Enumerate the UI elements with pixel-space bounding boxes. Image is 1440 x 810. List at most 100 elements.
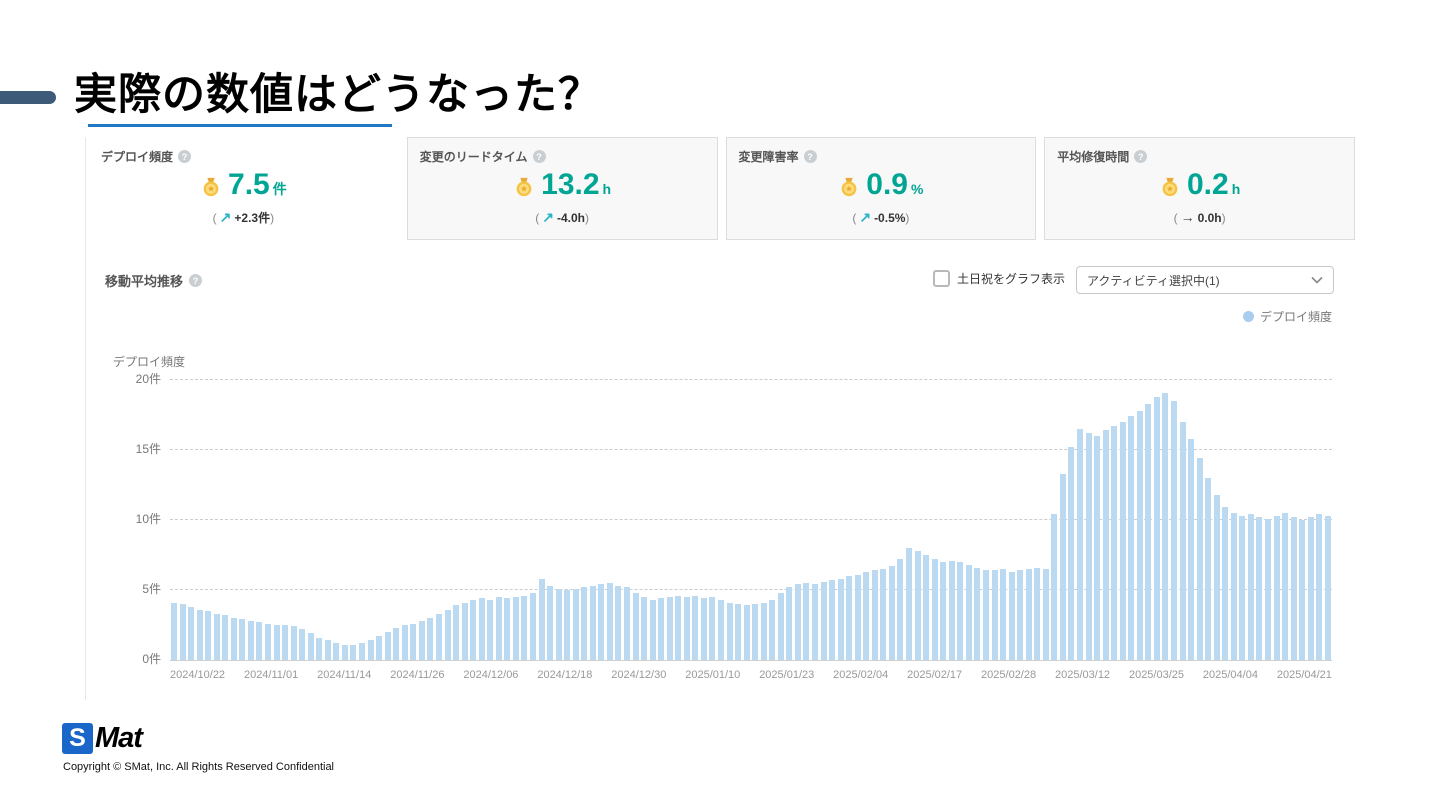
tab-mttr[interactable]: 平均修復時間 ? 0.2 h (→ 0.0h): [1044, 137, 1355, 240]
bar: [453, 605, 460, 660]
bar: [333, 643, 340, 660]
bar: [1008, 571, 1015, 660]
bar: [991, 570, 998, 660]
card-header: 平均修復時間 ?: [1057, 148, 1148, 165]
x-tick-label: 2024/10/22: [170, 669, 226, 681]
bar: [752, 604, 759, 660]
bar: [820, 581, 827, 660]
bar: [324, 640, 331, 660]
metric-cards-row: デプロイ頻度 ? 7.5 件 (↗ +2.3件) 変更のリードタイム ? 13.2 h…: [88, 137, 1355, 240]
delta-value: +2.3件: [234, 211, 271, 225]
bar: [256, 622, 263, 660]
trend-up-arrow-icon: ↗: [859, 209, 872, 225]
metric-unit: h: [602, 181, 612, 197]
x-tick-label: 2024/12/30: [611, 669, 667, 681]
x-tick-label: 2025/01/10: [685, 669, 741, 681]
y-tick-label: 0件: [142, 652, 161, 666]
help-icon[interactable]: ?: [803, 150, 817, 163]
trend-flat-arrow-icon: →: [1180, 209, 1195, 225]
tab-change-failure-rate[interactable]: 変更障害率 ? 0.9% (↗ -0.5%): [725, 137, 1037, 240]
x-tick-label: 2024/12/18: [537, 669, 593, 681]
weekend-toggle-group: 土日祝をグラフ表示: [933, 270, 1065, 287]
bar: [555, 588, 562, 660]
bar: [273, 625, 280, 660]
bar: [239, 619, 246, 660]
bar: [906, 548, 913, 660]
bar: [982, 570, 989, 660]
bar: [1128, 416, 1135, 660]
metric-unit: h: [1231, 181, 1241, 197]
bar: [265, 623, 272, 660]
bar: [1145, 403, 1152, 660]
bar: [812, 584, 819, 660]
weekend-checkbox-label: 土日祝をグラフ表示: [957, 272, 1066, 286]
bar: [1119, 422, 1126, 660]
gridline: [170, 449, 1332, 450]
bar: [658, 598, 665, 660]
medal-icon: [1162, 177, 1178, 197]
bar: [1136, 410, 1143, 660]
bar: [1111, 426, 1118, 660]
medal-icon: [516, 177, 532, 197]
bar: [512, 597, 519, 660]
bar: [1000, 569, 1007, 660]
smat-logo-text: Mat: [95, 722, 143, 754]
bar: [435, 613, 442, 660]
bar: [871, 570, 878, 660]
bar: [1316, 514, 1323, 660]
paren: (: [212, 211, 217, 225]
bar: [1247, 514, 1254, 660]
bar: [940, 562, 947, 660]
metric-value-row: 0.2 h: [1045, 168, 1354, 202]
tab-lead-time[interactable]: 変更のリードタイム ? 13.2 h (↗ -4.0h): [406, 137, 718, 240]
bar: [863, 571, 870, 660]
bar: [1299, 520, 1306, 660]
bar: [529, 592, 536, 660]
medal-icon: [203, 177, 219, 197]
title-accent-bar: [0, 91, 56, 104]
paren: ): [1221, 211, 1226, 225]
chart-area: 0件 5件 10件 15件 20件: [136, 372, 1332, 666]
x-tick-label: 2025/04/04: [1202, 669, 1258, 681]
help-icon[interactable]: ?: [1134, 150, 1148, 163]
bar: [1051, 514, 1058, 660]
bar: [606, 583, 613, 660]
bar: [444, 609, 451, 660]
help-icon[interactable]: ?: [532, 150, 546, 163]
bar: [359, 643, 366, 660]
metric-delta: (↗ -4.0h): [408, 209, 717, 226]
gridline: [170, 519, 1332, 520]
bar: [1230, 513, 1237, 660]
bar: [376, 636, 383, 660]
bar: [700, 598, 707, 660]
legend-dot-icon: [1242, 311, 1254, 322]
tab-deploy-frequency[interactable]: デプロイ頻度 ? 7.5 件 (↗ +2.3件): [88, 137, 399, 240]
legend-deploy-frequency[interactable]: デプロイ頻度: [1242, 308, 1332, 325]
bar: [495, 597, 502, 660]
bar: [957, 562, 964, 660]
copyright-text: Copyright © SMat, Inc. All Rights Reserv…: [63, 761, 335, 773]
bar: [632, 592, 639, 660]
bar: [1094, 436, 1101, 660]
smat-logo-mark: S: [62, 723, 93, 754]
bar: [1153, 396, 1160, 660]
trend-up-arrow-icon: ↗: [219, 209, 232, 225]
trend-up-arrow-icon: ↗: [542, 209, 554, 225]
section-title-text: 移動平均推移: [105, 274, 184, 289]
bar: [974, 567, 981, 660]
bar: [478, 598, 485, 660]
activity-select-dropdown[interactable]: アクティビティ選択中(1): [1076, 266, 1334, 294]
bar: [666, 597, 673, 660]
help-icon[interactable]: ?: [189, 274, 203, 287]
bar: [1239, 515, 1246, 660]
x-tick-label: 2025/02/17: [907, 669, 963, 681]
chevron-down-icon: [1311, 276, 1323, 284]
chart-y-axis-title: デプロイ頻度: [113, 355, 186, 369]
bar: [1282, 513, 1289, 660]
weekend-checkbox[interactable]: [933, 270, 950, 287]
help-icon[interactable]: ?: [178, 150, 192, 163]
x-tick-label: 2024/11/14: [317, 669, 372, 681]
bar: [880, 569, 887, 660]
bar: [760, 602, 767, 660]
metric-delta: (↗ -0.5%): [727, 209, 1036, 226]
